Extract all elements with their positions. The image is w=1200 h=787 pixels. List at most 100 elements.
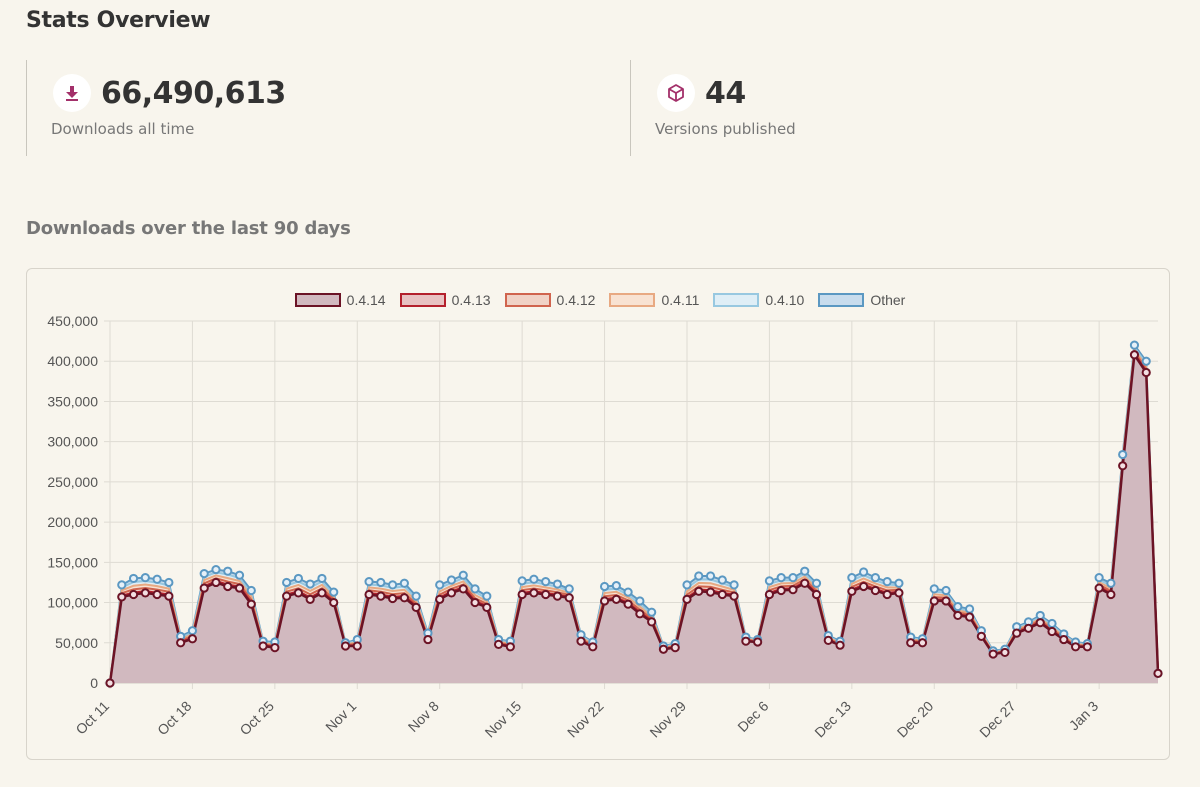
point-other bbox=[552, 579, 563, 589]
point-0414 bbox=[128, 589, 139, 600]
y-tick-label: 300,000 bbox=[47, 434, 98, 450]
point-other bbox=[517, 576, 527, 586]
point-other bbox=[717, 575, 727, 585]
point-0414 bbox=[482, 602, 492, 612]
legend-item-0410[interactable]: 0.4.10 bbox=[713, 292, 804, 308]
stat-downloads: 66,490,613 Downloads all time bbox=[26, 60, 630, 156]
point-0414 bbox=[599, 596, 610, 606]
point-0414 bbox=[788, 585, 798, 595]
x-tick-label: Nov 8 bbox=[405, 698, 442, 735]
point-0414 bbox=[705, 587, 716, 597]
point-other bbox=[211, 564, 221, 575]
point-0414 bbox=[623, 599, 633, 609]
point-0414 bbox=[929, 596, 939, 606]
legend-label: 0.4.13 bbox=[451, 292, 491, 308]
point-other bbox=[223, 566, 233, 576]
point-0414 bbox=[529, 588, 539, 598]
point-0414 bbox=[352, 641, 362, 651]
point-0414 bbox=[435, 594, 445, 604]
point-0414 bbox=[517, 589, 527, 600]
legend-item-0411[interactable]: 0.4.11 bbox=[609, 292, 699, 308]
point-other bbox=[953, 601, 963, 612]
box-icon bbox=[657, 74, 695, 112]
point-0414 bbox=[1141, 367, 1151, 378]
point-0414 bbox=[917, 638, 928, 648]
legend-item-0414[interactable]: 0.4.14 bbox=[294, 292, 386, 308]
legend-swatch-0410 bbox=[713, 293, 760, 307]
point-other bbox=[1141, 356, 1151, 366]
point-0414 bbox=[1023, 623, 1034, 633]
point-0414 bbox=[176, 638, 186, 648]
legend-swatch-other bbox=[818, 293, 865, 307]
point-0414 bbox=[211, 577, 221, 588]
point-0414 bbox=[329, 597, 339, 608]
point-0414 bbox=[187, 634, 198, 644]
point-other bbox=[800, 566, 810, 576]
point-0414 bbox=[1035, 618, 1045, 628]
point-other bbox=[811, 578, 822, 588]
point-0414 bbox=[694, 586, 704, 596]
point-0414 bbox=[140, 588, 150, 598]
point-other bbox=[187, 626, 198, 636]
point-0414 bbox=[658, 644, 669, 654]
point-other bbox=[164, 577, 174, 588]
point-other bbox=[541, 577, 551, 587]
point-0414 bbox=[823, 635, 833, 645]
point-0414 bbox=[234, 583, 245, 593]
x-tick-label: Dec 6 bbox=[734, 698, 771, 735]
point-other bbox=[1106, 578, 1116, 588]
point-0414 bbox=[1012, 628, 1022, 638]
point-0414 bbox=[764, 589, 775, 600]
point-other bbox=[623, 587, 633, 597]
point-other bbox=[117, 580, 127, 590]
point-0414 bbox=[1106, 589, 1116, 600]
point-0414 bbox=[446, 588, 457, 598]
point-0414 bbox=[199, 583, 209, 593]
point-0414 bbox=[588, 642, 598, 652]
point-0414 bbox=[976, 631, 986, 641]
legend-swatch-0411 bbox=[609, 293, 656, 307]
point-other bbox=[246, 585, 256, 596]
y-tick-label: 450,000 bbox=[47, 313, 98, 329]
point-0414 bbox=[105, 678, 115, 688]
legend-label: 0.4.10 bbox=[765, 292, 805, 308]
point-0414 bbox=[1082, 642, 1092, 652]
point-0414 bbox=[847, 586, 857, 596]
x-tick-label: Oct 11 bbox=[72, 698, 112, 738]
point-0414 bbox=[647, 617, 657, 627]
point-other bbox=[470, 584, 480, 594]
point-other bbox=[859, 567, 869, 577]
point-0414 bbox=[859, 581, 869, 592]
point-other bbox=[435, 580, 445, 590]
legend-label: 0.4.11 bbox=[661, 292, 700, 308]
point-other bbox=[788, 573, 798, 583]
point-other bbox=[152, 574, 162, 584]
page-title: Stats Overview bbox=[26, 8, 211, 33]
point-other bbox=[199, 568, 209, 579]
point-other bbox=[376, 577, 386, 588]
point-other bbox=[1094, 573, 1104, 583]
point-0414 bbox=[906, 638, 916, 648]
point-0414 bbox=[411, 602, 421, 612]
point-0414 bbox=[894, 588, 904, 598]
point-0414 bbox=[1070, 642, 1081, 652]
point-0414 bbox=[541, 589, 551, 600]
legend-item-other[interactable]: Other bbox=[818, 292, 905, 308]
point-other bbox=[388, 580, 398, 590]
point-other bbox=[1047, 618, 1057, 629]
point-other bbox=[682, 580, 692, 590]
versions-value: 44 bbox=[705, 75, 746, 111]
point-0414 bbox=[729, 591, 739, 601]
x-tick-label: Nov 15 bbox=[482, 698, 525, 741]
legend-item-0413[interactable]: 0.4.13 bbox=[399, 292, 491, 308]
point-0414 bbox=[1000, 647, 1010, 658]
point-0414 bbox=[741, 636, 751, 646]
y-tick-label: 350,000 bbox=[47, 393, 98, 409]
legend-item-0412[interactable]: 0.4.12 bbox=[504, 292, 595, 308]
legend-swatch-0414 bbox=[294, 293, 341, 307]
point-other bbox=[529, 574, 539, 584]
point-0414 bbox=[670, 643, 680, 653]
chart-section-title: Downloads over the last 90 days bbox=[26, 218, 351, 239]
y-tick-label: 200,000 bbox=[47, 514, 98, 530]
point-0414 bbox=[246, 599, 256, 609]
